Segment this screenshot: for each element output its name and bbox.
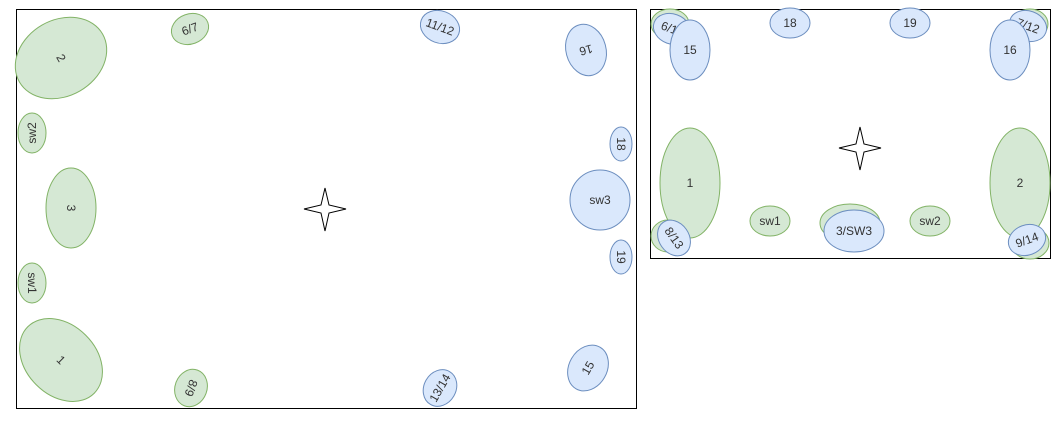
left-node[interactable]: 8/9 (169, 365, 212, 412)
left-node[interactable]: 13/14 (417, 364, 464, 413)
right-node[interactable]: 2 (989, 127, 1051, 239)
left-node[interactable]: 16 (560, 20, 612, 81)
right-node-shape (1007, 223, 1047, 257)
left-node-label: sw1 (25, 272, 39, 294)
left-node-shape (170, 12, 210, 46)
right-node-shape (749, 205, 791, 237)
left-node[interactable]: 18 (609, 126, 633, 162)
left-node-label: 18 (614, 137, 628, 151)
left-node[interactable]: 19 (609, 239, 633, 275)
left-node-label: 8/9 (181, 378, 200, 399)
left-node-shape (567, 344, 609, 392)
right-panel: 6/11 15 18 19 7/12 16 (650, 7, 1051, 262)
right-node-label: 1 (687, 176, 694, 190)
right-node-label: 15 (683, 43, 697, 57)
four-point-star-icon (838, 126, 882, 171)
left-node-shape (419, 9, 461, 45)
left-node-label: sw3 (589, 193, 611, 207)
left-node[interactable]: 1 (3, 302, 119, 418)
right-node[interactable]: 19 (889, 7, 931, 39)
right-node[interactable]: sw2 (909, 205, 951, 237)
right-node-label: 3/SW3 (836, 224, 872, 238)
right-node[interactable]: 9/14 (1004, 219, 1050, 260)
right-node-label: 16 (1003, 43, 1017, 57)
left-node[interactable]: sw3 (569, 169, 631, 231)
left-node-shape (14, 16, 108, 100)
left-node-label: 19 (614, 250, 628, 264)
left-node-shape (609, 239, 633, 275)
right-node-shape (909, 205, 951, 237)
left-node-shape (17, 262, 47, 304)
left-node-shape (569, 169, 631, 231)
left-node-shape (422, 369, 458, 407)
left-node-label: 16 (577, 42, 594, 59)
left-node-shape (19, 318, 103, 402)
left-node[interactable]: 6/7 (167, 8, 213, 49)
right-node[interactable]: 16 (989, 19, 1031, 81)
left-node-shape (609, 126, 633, 162)
right-node-label: 18 (783, 16, 797, 30)
right-node-label: sw2 (919, 214, 941, 228)
left-node[interactable]: sw2 (17, 112, 47, 154)
left-node-label: 3 (64, 205, 78, 212)
left-node[interactable]: 2 (0, 1, 121, 115)
right-node[interactable]: 8/13 (651, 214, 697, 262)
left-node-shape (174, 368, 208, 408)
right-node-shape (669, 19, 711, 81)
four-point-star-icon (303, 187, 347, 232)
left-panel: 2 6/7 11/12 16 sw2 18 3 (0, 1, 637, 418)
right-node-label: sw1 (759, 214, 781, 228)
left-node[interactable]: 11/12 (416, 5, 465, 49)
right-node-shape (823, 209, 885, 253)
right-node-shape (657, 219, 691, 257)
right-node[interactable]: 18 (769, 7, 811, 39)
right-node-label: 19 (903, 16, 917, 30)
left-node-shape (45, 167, 97, 249)
right-node[interactable]: sw1 (749, 205, 791, 237)
right-node-shape (889, 7, 931, 39)
left-node[interactable]: 15 (560, 338, 617, 399)
right-node[interactable]: 15 (669, 19, 711, 81)
left-node[interactable]: 3 (45, 167, 97, 249)
left-node[interactable]: sw1 (17, 262, 47, 304)
left-node-label: 15 (579, 358, 598, 377)
left-node-label: 6/7 (180, 19, 201, 38)
right-node-shape (989, 19, 1031, 81)
right-node-label: 2 (1017, 176, 1024, 190)
right-node-shape (769, 7, 811, 39)
left-node-shape (17, 112, 47, 154)
right-node[interactable]: 3/SW3 (823, 209, 885, 253)
left-node-shape (565, 23, 607, 77)
left-node-label: sw2 (25, 122, 39, 144)
